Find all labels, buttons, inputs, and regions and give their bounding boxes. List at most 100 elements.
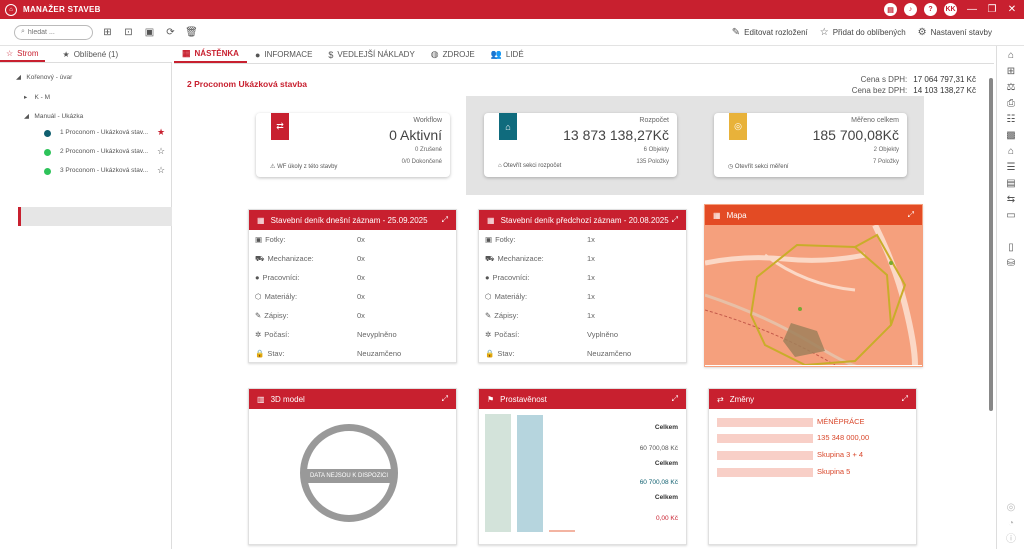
transfer-icon[interactable]: ⇆	[1006, 194, 1016, 205]
changes-panel: ⇄ Změny ⤢ MÉNĚPRÁCE 135 348 000,00 Skupina…	[708, 388, 917, 545]
tab-information[interactable]: ● INFORMACE	[254, 49, 313, 60]
add-folder-icon[interactable]: ⊡	[124, 26, 133, 38]
grid-icon: ▦	[182, 48, 191, 58]
status-dot-icon	[44, 130, 51, 137]
book-icon[interactable]: ▤	[1006, 178, 1016, 189]
legend-label-total: Celkem	[654, 460, 678, 467]
map-header: ▦ Mapa ⤢	[705, 205, 922, 225]
weather-icon: ✲	[255, 330, 262, 339]
tab-dashboard[interactable]: ▦ NÁSTĚNKA	[174, 46, 247, 63]
add-icon[interactable]: ⊞	[103, 26, 112, 38]
scale-icon[interactable]: ⚖	[1006, 82, 1016, 93]
progress-bar	[485, 414, 511, 532]
expand-icon[interactable]: ⤢	[671, 215, 678, 224]
budget-link[interactable]: ⌂ Otevřít sekci rozpočet	[498, 163, 562, 169]
tab-tree[interactable]: ☆ Strom	[0, 46, 45, 62]
add-favorite-button[interactable]: ☆ Přidat do oblíbených	[819, 27, 906, 38]
changes-header: ⇄ Změny ⤢	[709, 389, 916, 409]
help-icon[interactable]: ?	[924, 3, 937, 16]
measured-card[interactable]: ◎ Měřeno celkem 185 700,08Kč 2 Objekty 7…	[714, 113, 907, 177]
map-drawing	[705, 225, 918, 365]
tree-item[interactable]: 1 Proconom - Ukázková stav...	[60, 129, 149, 136]
tab-favorites[interactable]: ★ Oblíbené (1)	[62, 49, 119, 59]
expand-icon[interactable]: ⤢	[671, 394, 678, 403]
monitor-icon[interactable]: ▭	[1006, 210, 1016, 221]
tab-resources[interactable]: ◍ ZDROJE	[430, 49, 475, 59]
refresh-icon[interactable]: ⟳	[166, 26, 175, 38]
trash-icon[interactable]: 🗑	[185, 26, 198, 38]
add-document-icon[interactable]: ⊞	[1006, 66, 1016, 77]
user-avatar[interactable]: KK	[944, 3, 957, 16]
info-icon: ●	[254, 49, 261, 60]
star-outline-icon[interactable]: ☆	[157, 165, 166, 175]
swap-icon: ⇄	[717, 394, 724, 404]
progress-bar	[549, 530, 575, 532]
restore-button[interactable]: ❐	[987, 4, 997, 15]
material-icon: ⬡	[255, 292, 262, 301]
change-bar	[717, 451, 813, 460]
workflow-card[interactable]: ⇄ Workflow 0 Aktivní 0 Zrušené 0/0 Dokon…	[256, 113, 450, 177]
lock-icon: 🔒	[485, 349, 495, 358]
change-label[interactable]: Skupina 3 + 4	[817, 450, 864, 459]
tab-people[interactable]: 👥 LIDÉ	[490, 49, 524, 59]
expand-icon[interactable]: ⤢	[907, 210, 914, 219]
expand-icon[interactable]: ⤢	[441, 215, 448, 224]
star-outline-icon[interactable]: ☆	[157, 146, 166, 156]
briefcase-icon[interactable]: ▩	[1006, 130, 1016, 141]
close-button[interactable]: ✕	[1007, 4, 1017, 15]
tree-group-manual[interactable]: ◢ Manuál - Ukázka	[24, 113, 84, 120]
status-dot-icon	[44, 149, 51, 156]
expand-icon[interactable]: ⤢	[901, 394, 908, 403]
map-view[interactable]	[705, 225, 922, 365]
legend-label-total: Celkem	[654, 494, 678, 501]
resources-icon: ◍	[430, 49, 439, 59]
change-label[interactable]: Skupina 5	[817, 467, 851, 476]
diary-prev-header: ▦ Stavební deník předchozí záznam - 20.08…	[479, 210, 686, 230]
tree-item[interactable]: 2 Proconom - Ukázková stav...	[60, 148, 149, 155]
diary-today-panel: ▦ Stavební deník dnešní záznam - 25.09.20…	[248, 209, 457, 363]
document-icon[interactable]: ▤	[884, 3, 897, 16]
price-with-vat: Cena s DPH: 17 064 797,31 Kč	[860, 75, 976, 84]
settings-button[interactable]: ⚙ Nastavení stavby	[917, 27, 992, 38]
home-search-icon[interactable]: ⌂	[1007, 50, 1015, 61]
change-label[interactable]: 135 348 000,00	[817, 433, 870, 442]
budget-card[interactable]: ⌂ Rozpočet 13 873 138,27Kč 6 Objekty 135…	[484, 113, 677, 177]
change-bar	[717, 434, 813, 443]
search-box[interactable]: ⌕	[14, 24, 93, 40]
progress-bar	[517, 415, 543, 532]
tree-group-km[interactable]: ▸ K - M	[24, 94, 51, 101]
workflow-link[interactable]: ⚠ WF úkoly z této stavby	[270, 164, 338, 170]
hierarchy-icon[interactable]: ☷	[1006, 114, 1016, 125]
change-label[interactable]: MÉNĚPRÁCE	[817, 417, 865, 426]
workflow-icon: ⇄	[271, 113, 289, 140]
scrollbar[interactable]	[989, 78, 993, 411]
expand-icon: ▸	[24, 94, 28, 101]
pencil-icon: ✎	[255, 311, 262, 320]
photo-icon: ▣	[255, 235, 263, 244]
pdf-icon[interactable]: ▯	[1008, 242, 1014, 253]
legend-value: 60 700,08 Kč	[639, 479, 678, 486]
expand-icon[interactable]: ⤢	[441, 394, 448, 403]
checklist-icon[interactable]: ☰	[1006, 162, 1016, 173]
machinery-icon: ⛟	[485, 254, 495, 263]
price-without-vat: Cena bez DPH: 14 103 138,27 Kč	[851, 86, 976, 95]
database-icon[interactable]: ⛁	[1006, 258, 1016, 269]
print-icon[interactable]: ⎙	[1007, 98, 1015, 109]
bank-icon[interactable]: ⌂	[1007, 146, 1015, 157]
diary-prev-panel: ▦ Stavební deník předchozí záznam - 20.08…	[478, 209, 687, 363]
settings-disabled-icon: ◎	[1006, 502, 1016, 513]
status-dot-icon	[44, 168, 51, 175]
save-icon[interactable]: ▣	[144, 26, 155, 38]
tree-root[interactable]: ◢ Kořenový - úvar	[16, 74, 73, 81]
pencil-icon: ✎	[485, 311, 492, 320]
search-input[interactable]	[27, 28, 86, 36]
tab-side-costs[interactable]: $ VEDLEJŠÍ NÁKLADY	[328, 49, 415, 60]
search-icon: ⌕	[21, 28, 25, 35]
bell-icon[interactable]: ♪	[904, 3, 917, 16]
minimize-button[interactable]: —	[967, 4, 977, 15]
edit-layout-button[interactable]: ✎ Editovat rozložení	[731, 27, 808, 38]
model3d-header: ▥ 3D model ⤢	[249, 389, 456, 409]
tree-item[interactable]: 3 Proconom - Ukázková stav...	[60, 167, 149, 174]
favorite-star-icon[interactable]: ★	[157, 127, 166, 137]
measured-link[interactable]: ◷ Otevřít sekci měření	[728, 164, 789, 170]
